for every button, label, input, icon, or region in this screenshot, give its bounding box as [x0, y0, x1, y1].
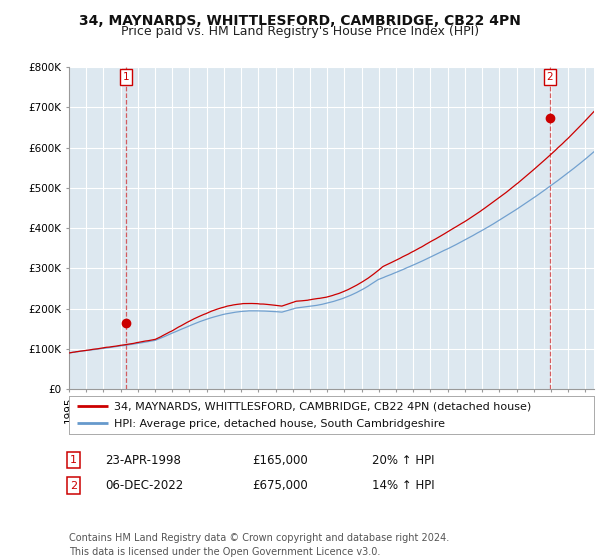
Text: £675,000: £675,000: [252, 479, 308, 492]
Text: £165,000: £165,000: [252, 454, 308, 467]
Text: 2: 2: [546, 72, 553, 82]
Text: HPI: Average price, detached house, South Cambridgeshire: HPI: Average price, detached house, Sout…: [113, 419, 445, 429]
Text: Contains HM Land Registry data © Crown copyright and database right 2024.
This d: Contains HM Land Registry data © Crown c…: [69, 533, 449, 557]
Text: 20% ↑ HPI: 20% ↑ HPI: [372, 454, 434, 467]
Text: 1: 1: [70, 455, 77, 465]
Text: 23-APR-1998: 23-APR-1998: [105, 454, 181, 467]
Text: Price paid vs. HM Land Registry's House Price Index (HPI): Price paid vs. HM Land Registry's House …: [121, 25, 479, 38]
Text: 06-DEC-2022: 06-DEC-2022: [105, 479, 183, 492]
Text: 34, MAYNARDS, WHITTLESFORD, CAMBRIDGE, CB22 4PN: 34, MAYNARDS, WHITTLESFORD, CAMBRIDGE, C…: [79, 14, 521, 28]
Text: 14% ↑ HPI: 14% ↑ HPI: [372, 479, 434, 492]
Text: 1: 1: [122, 72, 129, 82]
Text: 34, MAYNARDS, WHITTLESFORD, CAMBRIDGE, CB22 4PN (detached house): 34, MAYNARDS, WHITTLESFORD, CAMBRIDGE, C…: [113, 402, 531, 412]
Text: 2: 2: [70, 480, 77, 491]
